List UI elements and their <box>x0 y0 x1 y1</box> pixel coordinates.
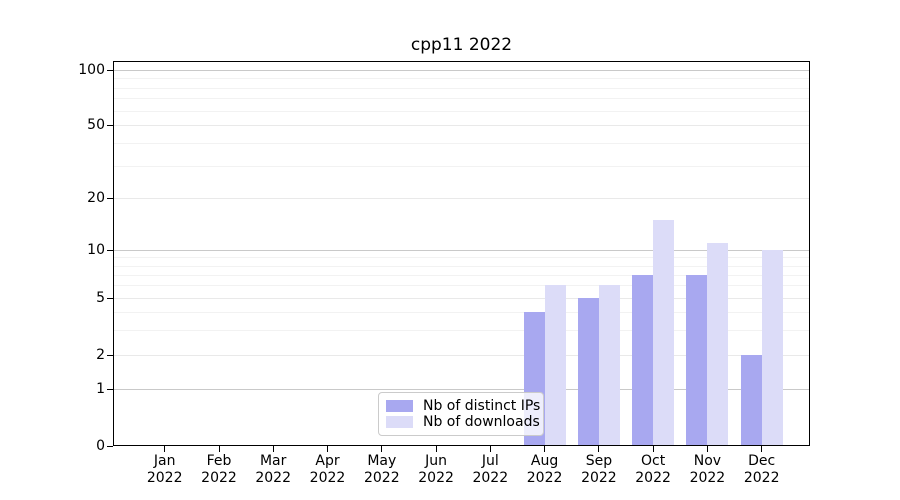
y-tick-10 <box>107 249 113 251</box>
y-gridline-mid-50 <box>113 125 810 126</box>
bar-distinct-ips-sep <box>577 298 599 446</box>
y-gridline-minor-70 <box>113 98 810 100</box>
legend-item-downloads: Nb of downloads <box>386 415 540 429</box>
x-tick-feb <box>218 446 220 452</box>
x-tick-apr <box>327 446 328 452</box>
y-tick-label-5: 5 <box>96 290 105 306</box>
y-gridline-minor-90 <box>113 78 810 80</box>
legend: Nb of distinct IPs Nb of downloads <box>378 392 544 436</box>
x-tick-label-apr: Apr 2022 <box>309 453 346 486</box>
y-tick-100 <box>107 69 113 71</box>
y-gridline-minor-7 <box>113 274 810 276</box>
y-gridline-minor-4 <box>113 311 810 313</box>
y-gridline-mid-5 <box>113 298 810 299</box>
y-tick-label-50: 50 <box>87 117 105 133</box>
bar-downloads-sep <box>598 285 620 446</box>
x-tick-label-dec: Dec 2022 <box>743 453 780 486</box>
x-tick-aug <box>544 446 546 452</box>
x-tick-label-oct: Oct 2022 <box>635 453 671 486</box>
x-tick-sep <box>598 446 600 452</box>
y-tick-label-20: 20 <box>87 190 105 206</box>
y-gridline-mid-20 <box>113 198 810 199</box>
x-tick-jul <box>489 446 491 452</box>
legend-swatch-distinct-ips <box>386 400 413 412</box>
y-gridline-major-100 <box>113 70 810 71</box>
x-tick-label-jul: Jul 2022 <box>472 453 509 486</box>
y-tick-label-1: 1 <box>96 381 105 397</box>
y-tick-label-2: 2 <box>96 347 105 363</box>
x-tick-label-jun: Jun 2022 <box>418 453 454 486</box>
bar-downloads-dec <box>761 250 783 446</box>
chart-title: cpp11 2022 <box>410 35 513 55</box>
x-tick-mar <box>272 446 274 452</box>
bar-distinct-ips-nov <box>686 274 708 446</box>
y-tick-label-100: 100 <box>78 62 105 78</box>
y-tick-1 <box>107 388 113 390</box>
x-tick-label-sep: Sep 2022 <box>581 453 617 486</box>
x-tick-label-mar: Mar 2022 <box>255 453 291 486</box>
x-tick-dec <box>761 446 763 452</box>
y-tick-50 <box>107 124 113 126</box>
bar-downloads-nov <box>707 242 729 446</box>
y-gridline-minor-30 <box>113 165 810 167</box>
y-gridline-minor-8 <box>113 265 810 267</box>
y-gridline-major-1 <box>113 389 810 390</box>
bar-downloads-oct <box>653 219 675 446</box>
legend-item-distinct-ips: Nb of distinct IPs <box>386 399 540 413</box>
legend-label-distinct-ips: Nb of distinct IPs <box>423 398 541 414</box>
x-tick-label-feb: Feb 2022 <box>201 453 237 486</box>
y-tick-5 <box>107 297 113 299</box>
x-tick-nov <box>706 446 708 452</box>
y-gridline-minor-80 <box>113 87 810 89</box>
y-gridline-minor-40 <box>113 142 810 144</box>
bar-distinct-ips-oct <box>632 274 654 446</box>
x-tick-jun <box>435 446 437 452</box>
y-tick-label-10: 10 <box>87 242 105 258</box>
y-gridline-major-10 <box>113 250 810 251</box>
x-tick-jan <box>164 446 166 452</box>
x-tick-label-nov: Nov 2022 <box>689 453 726 486</box>
y-gridline-minor-60 <box>113 110 810 112</box>
y-gridline-mid-2 <box>113 355 810 356</box>
y-gridline-minor-9 <box>113 257 810 259</box>
y-tick-0 <box>107 445 113 447</box>
legend-label-downloads: Nb of downloads <box>423 414 540 430</box>
x-tick-oct <box>652 446 654 452</box>
x-tick-label-aug: Aug 2022 <box>526 453 563 486</box>
x-tick-may <box>381 446 383 452</box>
y-gridline-minor-6 <box>113 285 810 287</box>
legend-swatch-downloads <box>386 416 413 428</box>
y-gridline-minor-3 <box>113 329 810 331</box>
bar-downloads-aug <box>544 285 566 446</box>
y-tick-label-0: 0 <box>96 438 105 454</box>
y-tick-20 <box>107 197 113 199</box>
x-tick-label-may: May 2022 <box>363 453 400 486</box>
y-tick-2 <box>107 354 113 356</box>
bar-distinct-ips-dec <box>740 355 762 446</box>
x-tick-label-jan: Jan 2022 <box>146 453 183 486</box>
